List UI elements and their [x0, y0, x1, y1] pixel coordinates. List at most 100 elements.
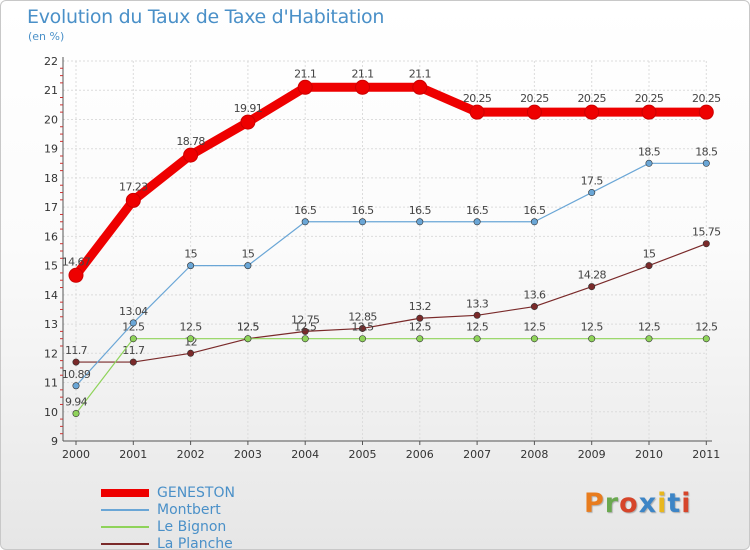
series-line — [71, 82, 711, 280]
y-tick-label: 14 — [44, 289, 58, 302]
data-label: 20.25 — [635, 92, 664, 105]
legend-swatch — [101, 489, 149, 497]
data-point — [645, 262, 653, 270]
legend-label: Le Bignon — [157, 519, 227, 535]
legend-swatch — [101, 509, 149, 511]
data-label: 21.1 — [294, 67, 316, 80]
y-tick-label: 10 — [44, 406, 58, 419]
x-tick-label: 2011 — [692, 448, 720, 461]
data-label: 12.5 — [581, 321, 604, 334]
data-point — [702, 159, 710, 167]
data-label: 18.5 — [638, 145, 661, 158]
data-point — [129, 335, 137, 343]
data-label: 12.5 — [294, 321, 317, 334]
data-point — [68, 267, 84, 283]
data-point — [645, 159, 653, 167]
data-point — [301, 335, 309, 343]
data-label: 17.23 — [119, 180, 148, 193]
data-point — [187, 262, 195, 270]
data-point — [72, 358, 80, 366]
data-label: 13.6 — [523, 289, 546, 302]
data-point — [473, 335, 481, 343]
data-point — [297, 79, 313, 95]
data-point — [129, 358, 137, 366]
data-point — [584, 104, 600, 120]
data-label: 20.25 — [692, 92, 721, 105]
series-le-bignon: 9.94 12.5 12.5 12.5 12.5 12.5 12.5 12.5 12.5 12.5… — [65, 321, 719, 418]
data-label: 15.75 — [692, 226, 721, 239]
data-point — [301, 218, 309, 226]
x-tick-label: 2008 — [520, 448, 548, 461]
data-label: 12.5 — [237, 321, 260, 334]
data-point — [358, 218, 366, 226]
data-point — [702, 240, 710, 248]
x-tick-label: 2004 — [291, 448, 319, 461]
chart-title: Evolution du Taux de Taxe d'Habitation — [27, 6, 385, 28]
data-point — [473, 218, 481, 226]
data-label: 13.2 — [409, 300, 431, 313]
data-point — [187, 335, 195, 343]
data-label: 21.1 — [409, 67, 431, 80]
x-tick-label: 2002 — [177, 448, 205, 461]
data-point — [469, 104, 485, 120]
logo-letter: P — [584, 488, 605, 519]
data-point — [183, 147, 199, 163]
data-point — [473, 311, 481, 319]
data-label: 16.5 — [409, 204, 432, 217]
x-tick-label: 2007 — [463, 448, 491, 461]
data-label: 12.5 — [523, 321, 546, 334]
data-point — [358, 324, 366, 332]
data-point — [416, 218, 424, 226]
data-label: 12.5 — [351, 321, 374, 334]
logo-letter: i — [681, 488, 692, 519]
x-tick-label: 2010 — [635, 448, 663, 461]
proxiti-logo: Proxiti — [584, 488, 692, 519]
data-point — [588, 189, 596, 197]
y-tick-label: 22 — [44, 55, 58, 68]
legend-label: La Planche — [157, 536, 233, 550]
y-tick-label: 11 — [44, 377, 58, 390]
data-point — [526, 104, 542, 120]
data-point — [698, 104, 714, 120]
data-point — [358, 335, 366, 343]
logo-letter: x — [638, 488, 658, 519]
legend-label: Montbert — [157, 502, 221, 518]
data-label: 21.1 — [351, 67, 373, 80]
data-label: 16.5 — [294, 204, 317, 217]
x-tick-label: 2009 — [578, 448, 606, 461]
data-point — [645, 335, 653, 343]
data-point — [125, 192, 141, 208]
data-label: 13.04 — [119, 305, 148, 318]
data-label: 12.5 — [180, 321, 203, 334]
data-label: 15 — [184, 248, 197, 261]
data-point — [588, 283, 596, 291]
data-point — [530, 335, 538, 343]
data-label: 16.5 — [466, 204, 489, 217]
data-label: 17.5 — [581, 175, 604, 188]
data-point — [588, 335, 596, 343]
data-label: 10.89 — [62, 368, 91, 381]
data-point — [72, 410, 80, 418]
data-point — [301, 327, 309, 335]
data-point — [702, 335, 710, 343]
data-label: 12.5 — [638, 321, 661, 334]
data-label: 20.25 — [577, 92, 606, 105]
data-label: 12.5 — [466, 321, 489, 334]
data-point — [355, 79, 370, 95]
data-label: 15 — [241, 248, 254, 261]
series-geneston: 14.67 17.23 18.78 19.91 21.1 21.1 21.1 20.25 20.… — [62, 67, 722, 283]
data-point — [530, 218, 538, 226]
legend-label: GENESTON — [157, 485, 235, 501]
data-label: 9.94 — [65, 396, 88, 409]
series-montbert: 10.89 13.04 15 15 16.5 16.5 16.5 16.5 16.5 17.5 18… — [62, 145, 719, 390]
x-tick-label: 2006 — [406, 448, 434, 461]
x-tick-label: 2003 — [234, 448, 262, 461]
data-point — [72, 382, 80, 390]
data-label: 14.67 — [62, 255, 91, 268]
data-label: 19.91 — [234, 102, 263, 115]
legend-swatch — [101, 543, 149, 545]
data-label: 12.5 — [237, 321, 260, 334]
data-label: 20.25 — [463, 92, 492, 105]
y-tick-label: 13 — [44, 318, 58, 331]
data-label: 18.78 — [176, 135, 205, 148]
